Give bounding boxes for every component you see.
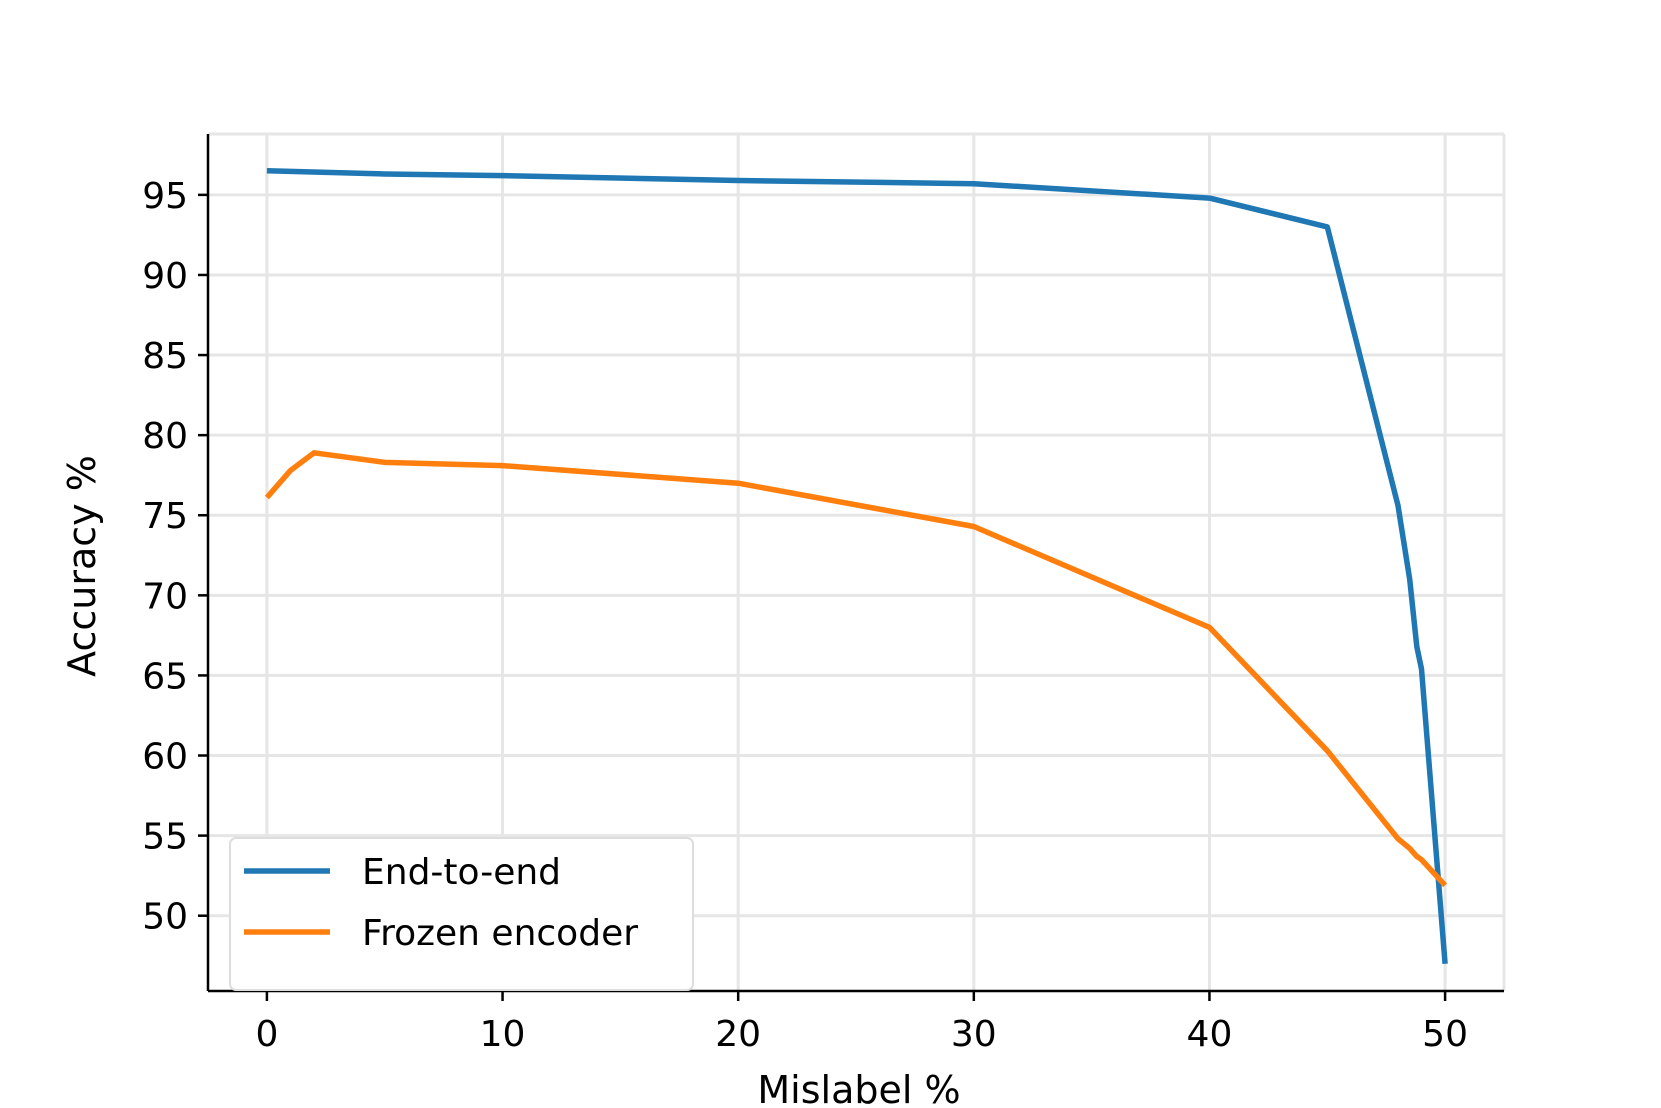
series-line-1	[266, 168, 1448, 965]
series-line-2	[264, 450, 1448, 888]
x-tick-label: 50	[1422, 1014, 1468, 1055]
x-tick-label: 40	[1187, 1014, 1233, 1055]
x-tick-label: 10	[480, 1014, 526, 1055]
y-tick-label: 55	[142, 817, 188, 858]
y-tick-label: 80	[142, 416, 188, 457]
x-tick-label: 30	[951, 1014, 997, 1055]
y-axis-label: Accuracy %	[60, 455, 104, 677]
series-group	[264, 168, 1448, 965]
grid	[208, 132, 1506, 991]
ticks: 0 10 20 30 40 50 50 55 60 65 70 75 80 85 90 95	[142, 176, 1468, 1055]
x-tick-label: 0	[255, 1014, 278, 1055]
y-tick-label: 85	[142, 336, 188, 377]
y-tick-label: 90	[142, 256, 188, 297]
y-tick-label: 95	[142, 176, 188, 217]
y-tick-label: 75	[142, 496, 188, 537]
legend-label-2: Frozen encoder	[362, 913, 638, 954]
y-tick-label: 65	[142, 656, 188, 697]
x-axis-label: Mislabel %	[757, 1068, 960, 1108]
legend-box	[229, 837, 694, 991]
legend-label-1: End-to-end	[362, 852, 561, 893]
legend: End-to-end Frozen encoder	[229, 837, 694, 991]
y-tick-label: 60	[142, 737, 188, 778]
x-tick-label: 20	[715, 1014, 761, 1055]
y-tick-label: 50	[142, 897, 188, 938]
y-tick-label: 70	[142, 576, 188, 617]
